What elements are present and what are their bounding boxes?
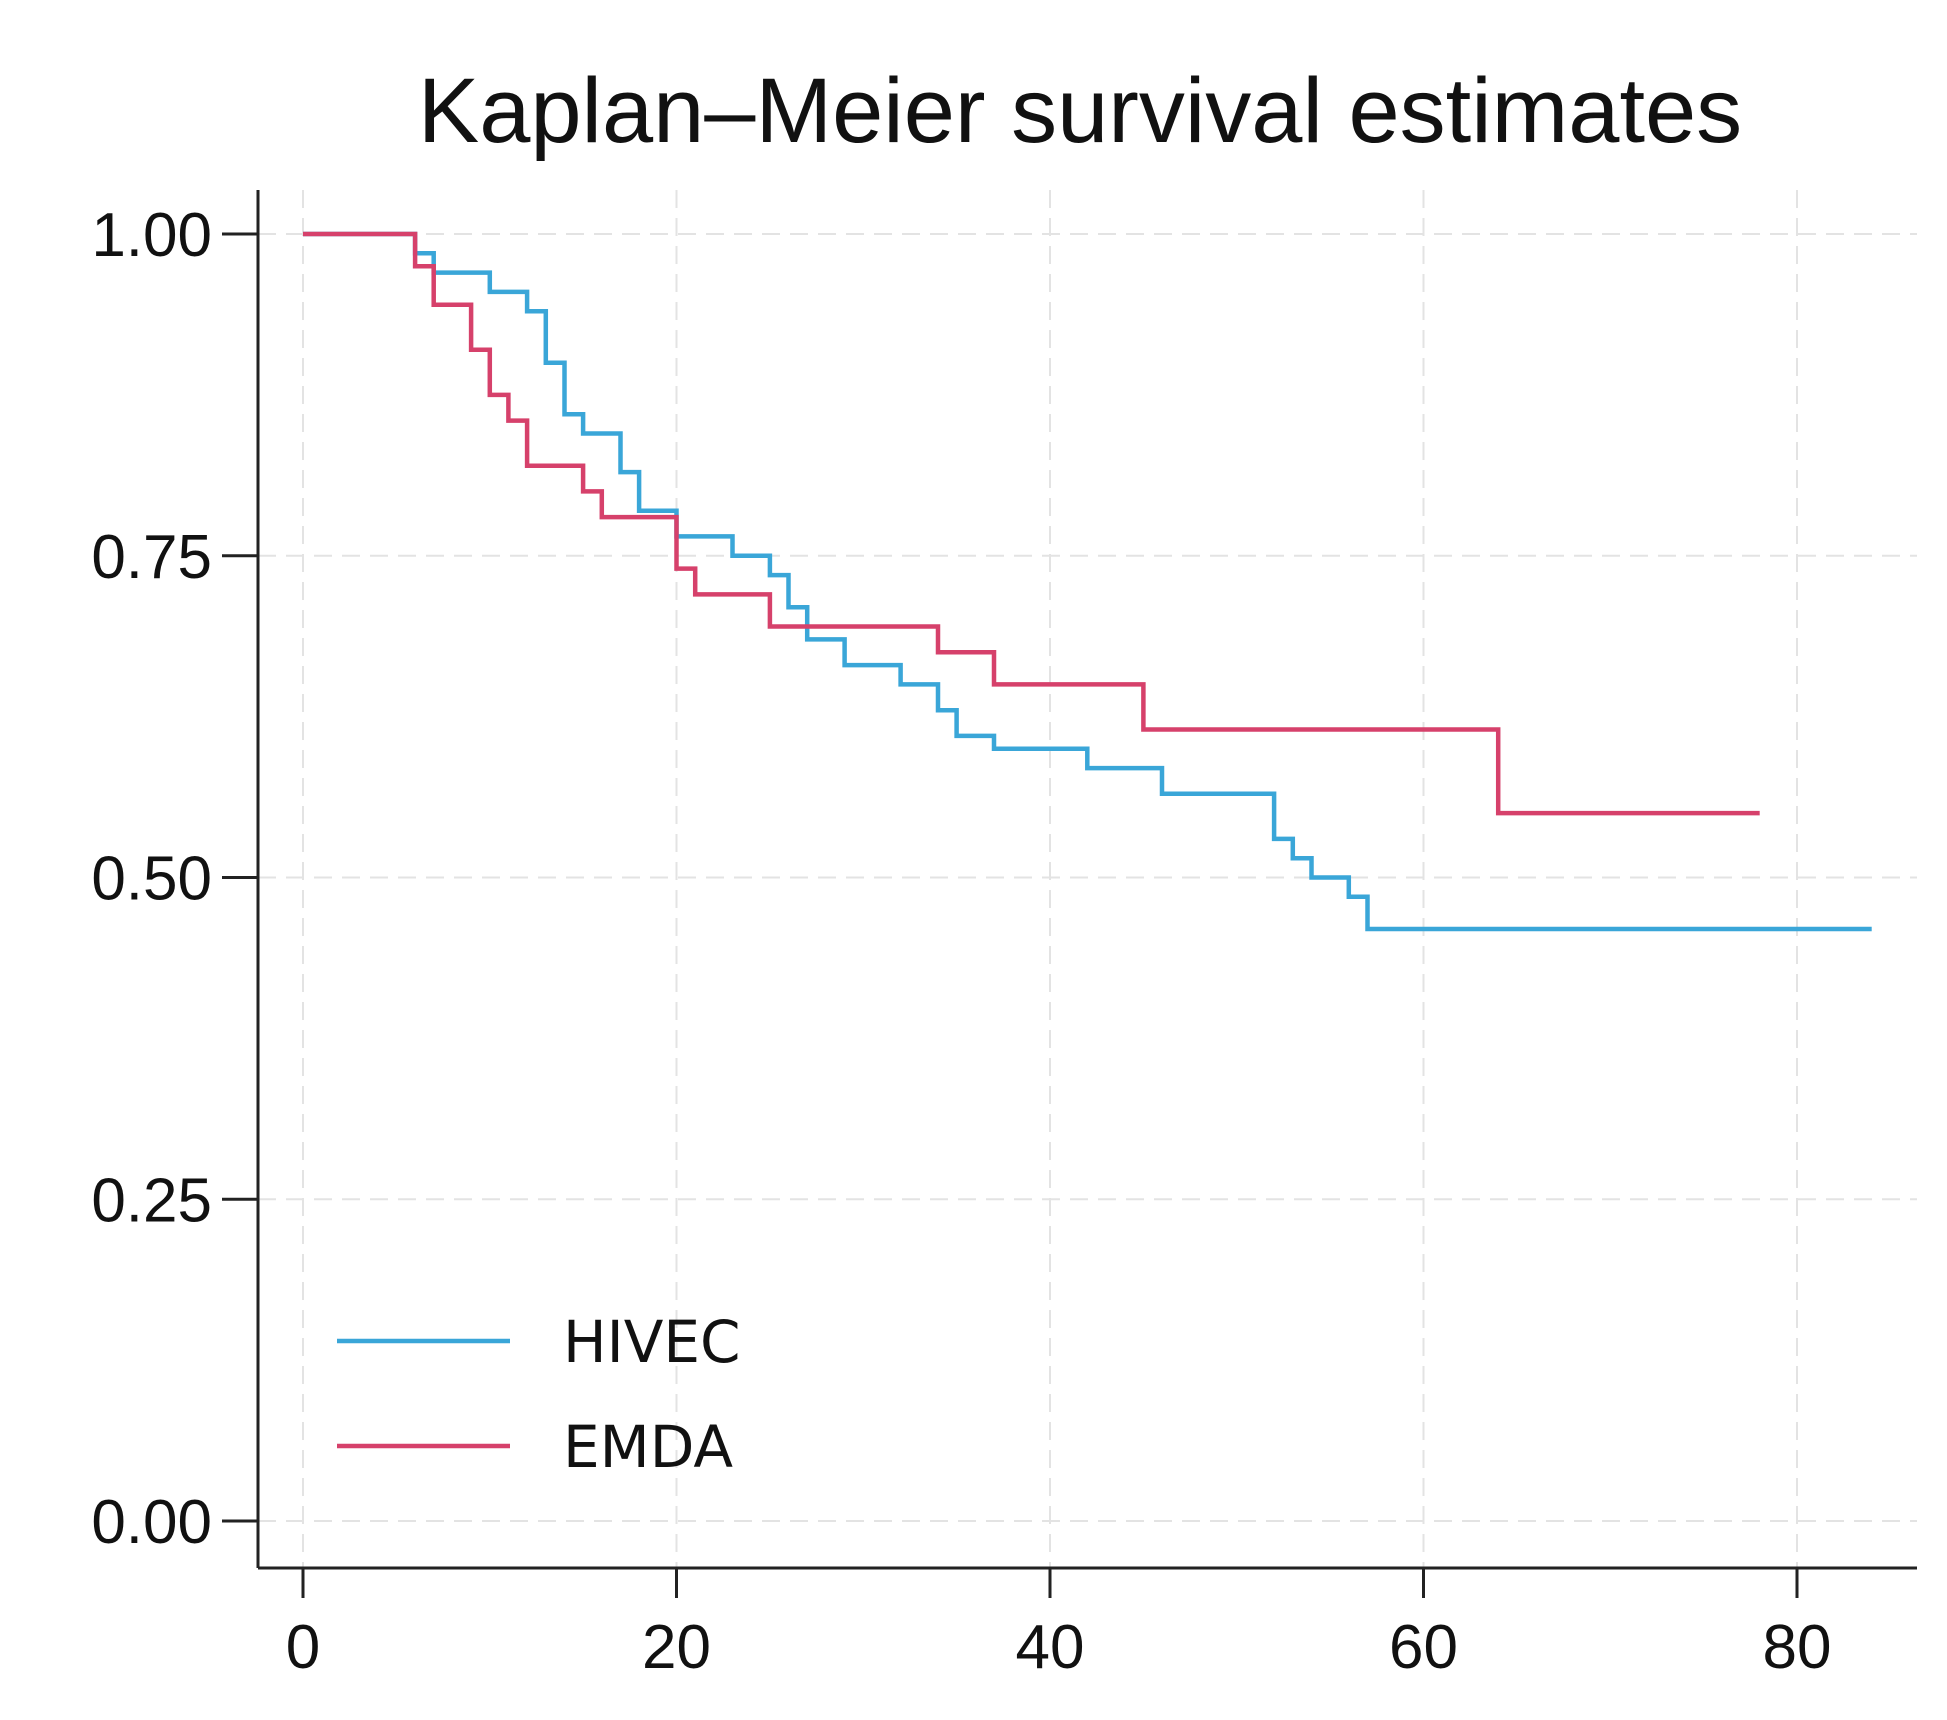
x-tick-label: 60 [1389, 1613, 1458, 1682]
x-tick-label: 20 [642, 1613, 711, 1682]
y-tick-label: 0.75 [91, 523, 212, 592]
series-lines [303, 234, 1872, 929]
y-axis-ticks: 0.00 0.25 0.50 0.75 1.00 [91, 201, 258, 1557]
y-tick-label: 1.00 [91, 201, 212, 270]
series-line-hivec [303, 234, 1872, 929]
y-tick-label: 0.50 [91, 845, 212, 914]
y-tick-label: 0.00 [91, 1488, 212, 1557]
chart-title: Kaplan–Meier survival estimates [418, 60, 1742, 162]
x-tick-label: 80 [1763, 1613, 1832, 1682]
chart: Kaplan–Meier survival estimates 0.00 0.25… [0, 0, 1947, 1720]
legend: HIVEC EMDA [337, 1308, 741, 1481]
legend-label-hivec: HIVEC [563, 1308, 741, 1376]
x-tick-label: 40 [1016, 1613, 1085, 1682]
y-tick-label: 0.25 [91, 1166, 212, 1235]
x-tick-label: 0 [286, 1613, 320, 1682]
series-line-emda [303, 234, 1760, 813]
x-axis-ticks: 0 20 40 60 80 [286, 1568, 1832, 1682]
legend-label-emda: EMDA [563, 1413, 733, 1481]
